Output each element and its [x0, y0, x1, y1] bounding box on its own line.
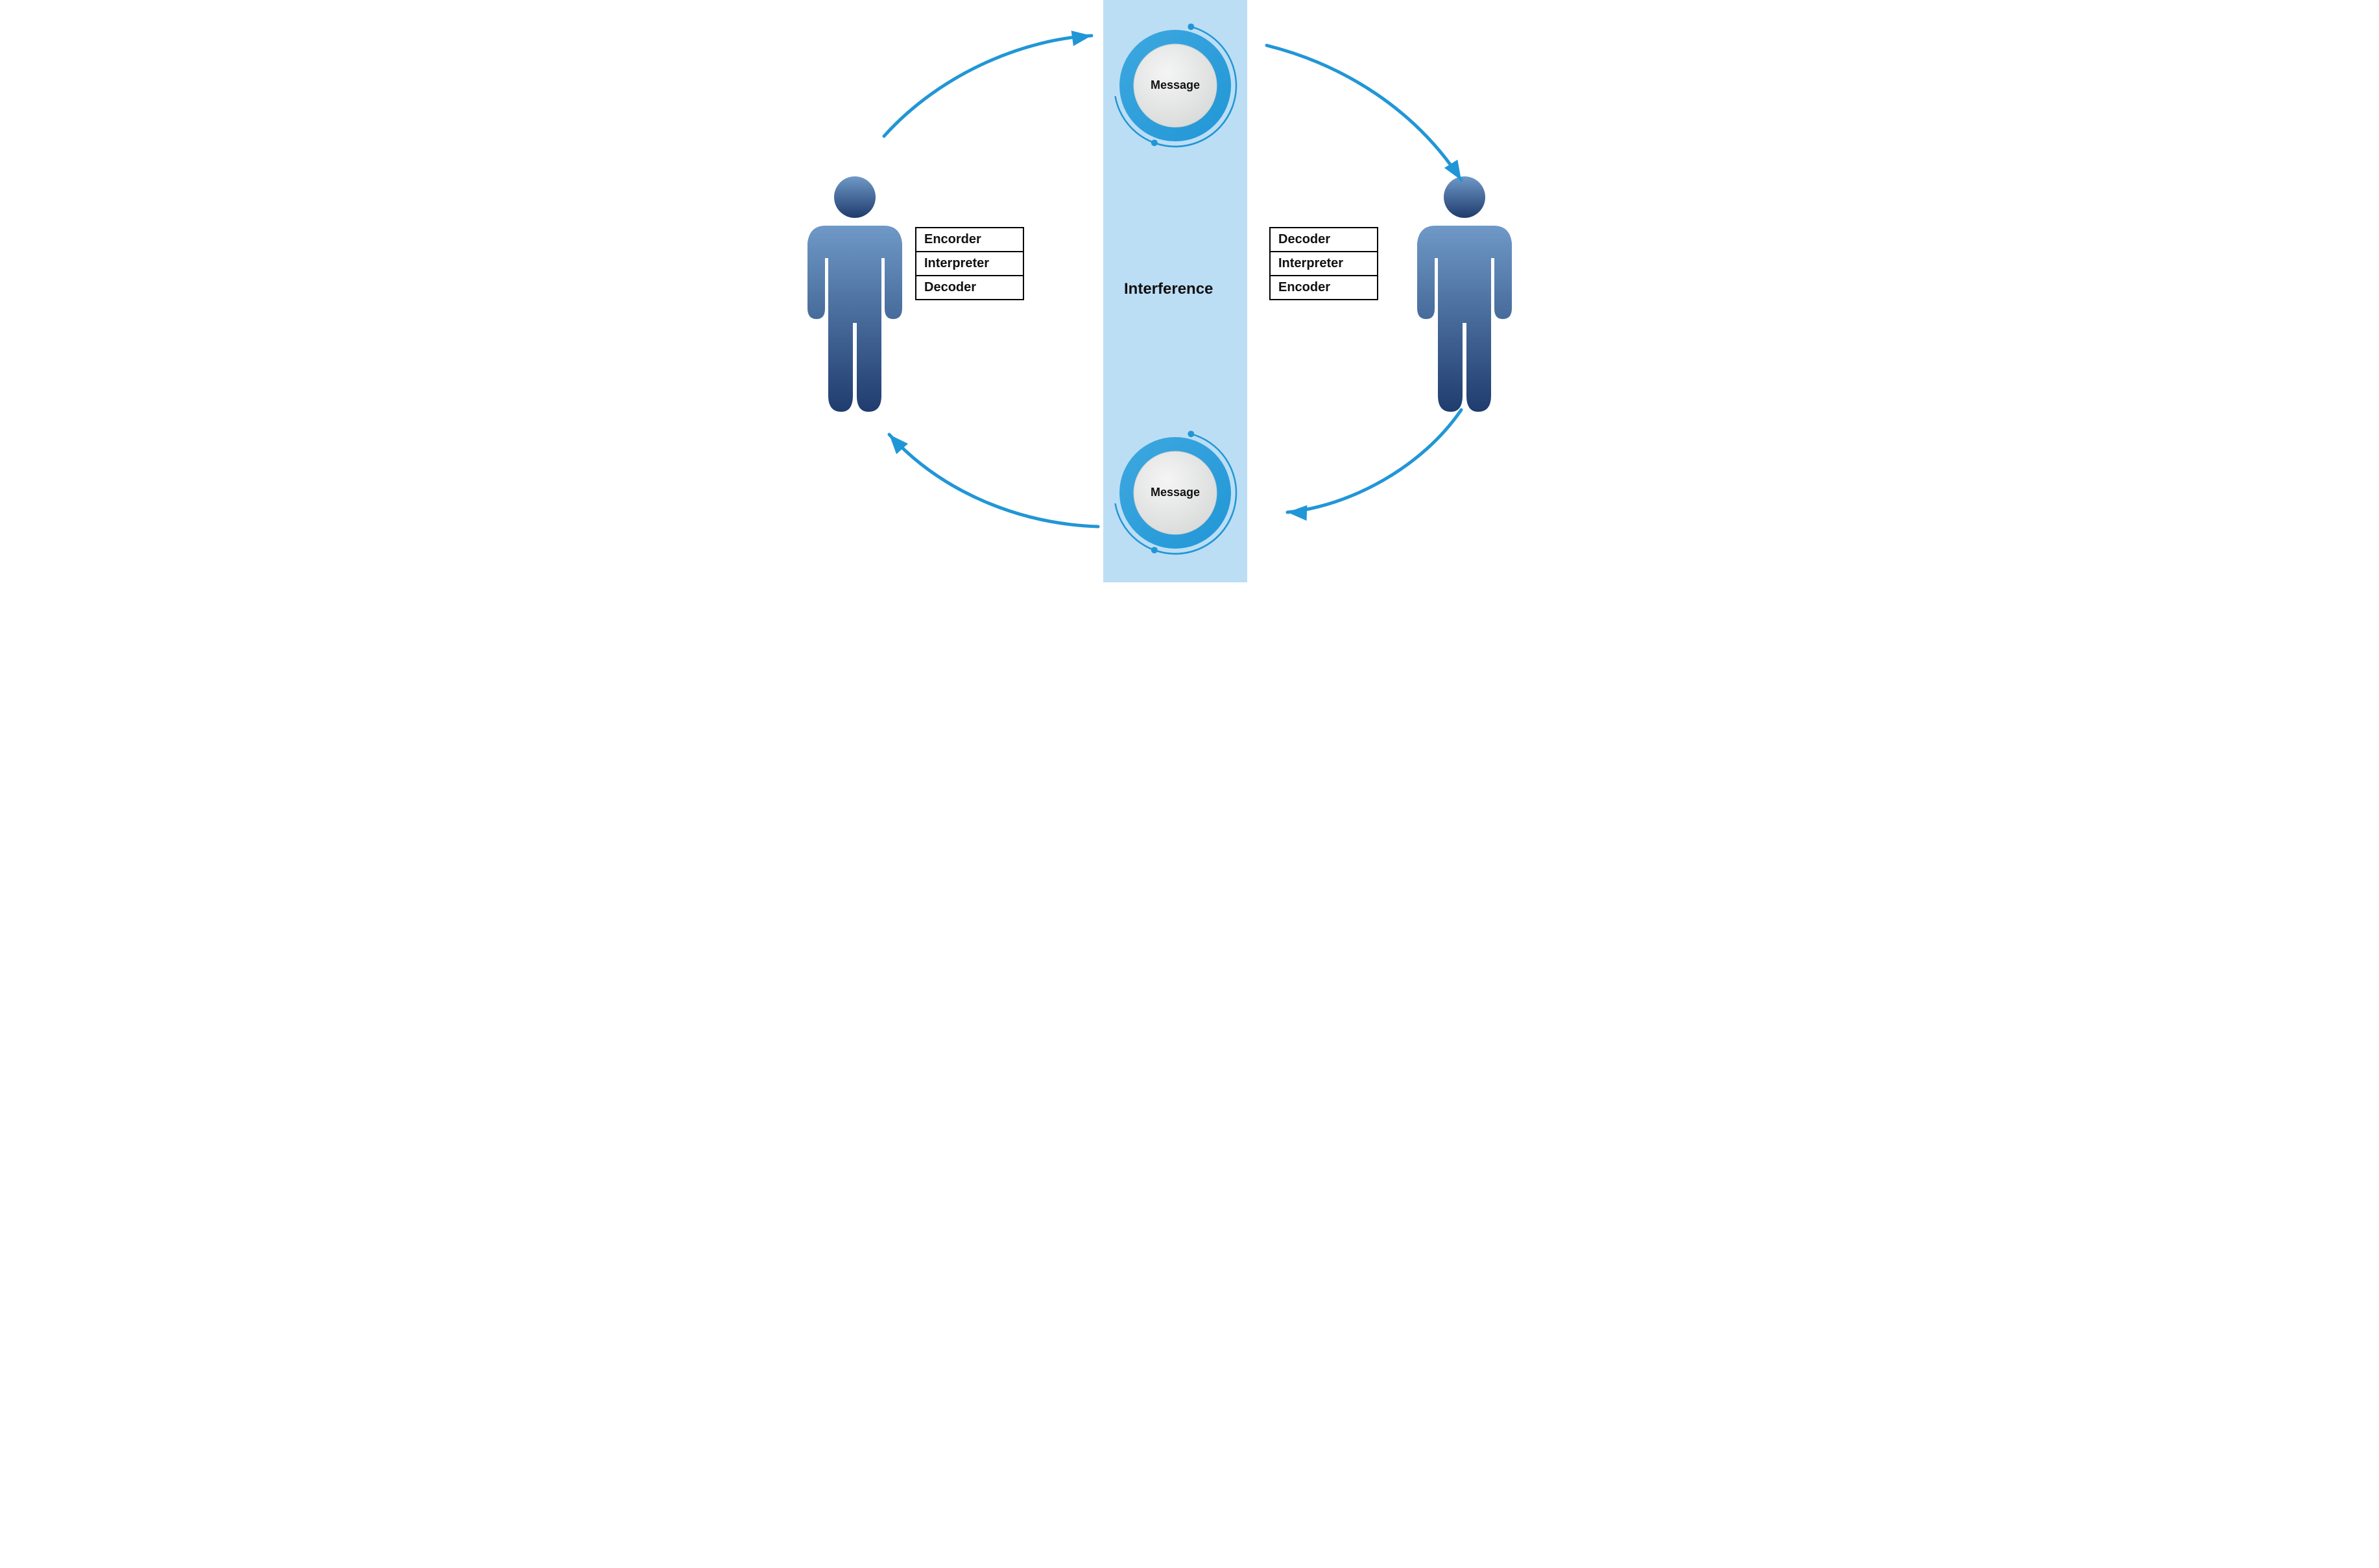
diagram-canvas: Interference EncorderInterpreterDecoder … — [748, 0, 1631, 582]
flow-arrows — [748, 0, 1631, 582]
